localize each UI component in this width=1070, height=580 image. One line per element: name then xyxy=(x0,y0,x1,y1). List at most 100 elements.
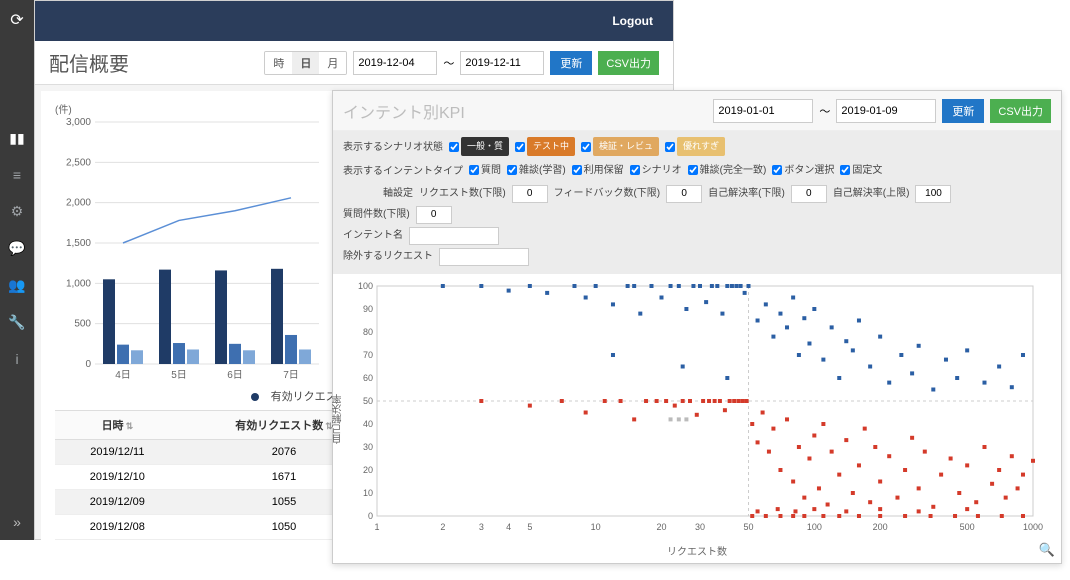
kpi-date-from[interactable] xyxy=(713,99,813,123)
svg-text:1,000: 1,000 xyxy=(66,278,91,289)
nav-info-icon[interactable]: i xyxy=(15,351,18,367)
svg-text:7日: 7日 xyxy=(283,370,299,381)
csv-button[interactable]: CSV出力 xyxy=(598,51,659,75)
svg-text:2: 2 xyxy=(440,522,445,532)
self-lower-input[interactable] xyxy=(791,185,827,203)
exclude-req-label: 除外するリクエスト xyxy=(343,247,433,266)
svg-text:10: 10 xyxy=(591,522,601,532)
svg-text:500: 500 xyxy=(74,319,91,330)
nav-list-icon[interactable]: ≡ xyxy=(13,167,21,183)
intent-type-checkbox[interactable] xyxy=(840,165,850,175)
scenario-tag: 優れすぎ xyxy=(677,137,725,156)
scenario-checkbox[interactable] xyxy=(449,142,459,152)
intent-type-checkbox[interactable] xyxy=(469,165,479,175)
req-lower-input[interactable] xyxy=(512,185,548,203)
intent-type-label: 利用保留 xyxy=(584,161,624,180)
intent-type-label: 表示するインテントタイプ xyxy=(343,162,463,181)
self-upper-input[interactable] xyxy=(915,185,951,203)
left-sidebar: ⟳ ▮▮ ≡ ⚙ 💬 👥 🔧 i » xyxy=(0,0,34,540)
intent-name-input[interactable] xyxy=(409,227,499,245)
svg-text:0: 0 xyxy=(85,359,91,370)
q-lower-input[interactable] xyxy=(416,206,452,224)
nav-settings-icon[interactable]: ⚙ xyxy=(11,203,24,220)
nav-chat-icon[interactable]: 💬 xyxy=(8,240,25,257)
overview-bar-chart: 05001,0001,5002,0002,5003,0004日5日6日7日 xyxy=(55,116,325,384)
overview-header: 配信概要 時 日 月 ～ 更新 CSV出力 xyxy=(35,41,673,85)
table-cell: 2019/12/08 xyxy=(55,515,180,540)
svg-text:30: 30 xyxy=(363,442,373,452)
svg-text:30: 30 xyxy=(695,522,705,532)
intent-title: インテント別KPI xyxy=(343,99,707,123)
svg-text:20: 20 xyxy=(363,465,373,475)
svg-text:4: 4 xyxy=(506,522,511,532)
period-month[interactable]: 月 xyxy=(319,52,346,74)
date-to-input[interactable] xyxy=(460,51,544,75)
table-cell: 2019/12/10 xyxy=(55,465,180,490)
svg-text:5日: 5日 xyxy=(171,370,187,381)
svg-text:1,500: 1,500 xyxy=(66,238,91,249)
svg-text:90: 90 xyxy=(363,304,373,314)
svg-text:6日: 6日 xyxy=(227,370,243,381)
scenario-checkbox[interactable] xyxy=(665,142,675,152)
svg-text:1000: 1000 xyxy=(1023,522,1043,532)
intent-type-checkbox[interactable] xyxy=(572,165,582,175)
svg-text:100: 100 xyxy=(807,522,822,532)
svg-text:200: 200 xyxy=(873,522,888,532)
svg-text:2,500: 2,500 xyxy=(66,157,91,168)
table-cell: 2019/12/11 xyxy=(55,440,180,465)
self-upper-label: 自己解決率(上限) xyxy=(833,184,910,203)
intent-type-checkbox[interactable] xyxy=(688,165,698,175)
svg-text:4日: 4日 xyxy=(115,370,131,381)
scenario-tag: 一般・質 xyxy=(461,137,509,156)
svg-text:10: 10 xyxy=(363,488,373,498)
exclude-req-input[interactable] xyxy=(439,248,529,266)
self-lower-label: 自己解決率(下限) xyxy=(708,184,785,203)
intent-header: インテント別KPI ～ 更新 CSV出力 xyxy=(333,91,1061,131)
zoom-icon[interactable]: 🔍 xyxy=(1039,542,1055,558)
svg-text:1: 1 xyxy=(374,522,379,532)
table-cell: 2019/12/09 xyxy=(55,490,180,515)
svg-text:70: 70 xyxy=(363,350,373,360)
intent-type-label: 雑談(完全一致) xyxy=(700,161,767,180)
kpi-csv-button[interactable]: CSV出力 xyxy=(990,99,1051,123)
nav-wrench-icon[interactable]: 🔧 xyxy=(8,314,25,331)
fb-lower-label: フィードバック数(下限) xyxy=(554,184,660,203)
svg-text:2,000: 2,000 xyxy=(66,198,91,209)
svg-text:50: 50 xyxy=(363,396,373,406)
scatter-wrap: 自己解決率 0102030405060708090100123451020305… xyxy=(333,274,1061,562)
svg-text:5: 5 xyxy=(527,522,532,532)
kpi-date-to[interactable] xyxy=(836,99,936,123)
q-lower-label: 質問件数(下限) xyxy=(343,205,410,224)
intent-type-label: 固定文 xyxy=(852,161,882,180)
top-bar: Logout xyxy=(35,1,673,41)
svg-text:80: 80 xyxy=(363,327,373,337)
period-segment[interactable]: 時 日 月 xyxy=(264,51,347,75)
svg-text:60: 60 xyxy=(363,373,373,383)
fb-lower-input[interactable] xyxy=(666,185,702,203)
intent-type-checkbox[interactable] xyxy=(507,165,517,175)
sidebar-collapse-icon[interactable]: » xyxy=(13,514,21,530)
logout-link[interactable]: Logout xyxy=(612,14,653,28)
kpi-update-button[interactable]: 更新 xyxy=(942,99,984,123)
date-from-input[interactable] xyxy=(353,51,437,75)
nav-users-icon[interactable]: 👥 xyxy=(8,277,25,294)
intent-scatter-chart: 0102030405060708090100123451020305010020… xyxy=(343,280,1043,538)
scatter-xlabel: リクエスト数 xyxy=(343,543,1051,558)
scatter-ylabel: 自己解決率 xyxy=(331,394,346,444)
period-hour[interactable]: 時 xyxy=(265,52,292,74)
req-lower-label: リクエスト数(下限) xyxy=(419,184,506,203)
svg-text:100: 100 xyxy=(358,281,373,291)
scenario-checkbox[interactable] xyxy=(515,142,525,152)
intent-type-checkbox[interactable] xyxy=(630,165,640,175)
period-day[interactable]: 日 xyxy=(292,52,319,74)
svg-text:3: 3 xyxy=(479,522,484,532)
scenario-label: 表示するシナリオ状態 xyxy=(343,138,443,157)
nav-stats-icon[interactable]: ▮▮ xyxy=(9,130,24,147)
intent-type-label: 質問 xyxy=(481,161,501,180)
intent-type-checkbox[interactable] xyxy=(772,165,782,175)
intent-name-label: インテント名 xyxy=(343,226,403,245)
scenario-tag: テスト中 xyxy=(527,137,575,156)
update-button[interactable]: 更新 xyxy=(550,51,592,75)
table-header[interactable]: 日時⇅ xyxy=(55,411,180,440)
scenario-checkbox[interactable] xyxy=(581,142,591,152)
